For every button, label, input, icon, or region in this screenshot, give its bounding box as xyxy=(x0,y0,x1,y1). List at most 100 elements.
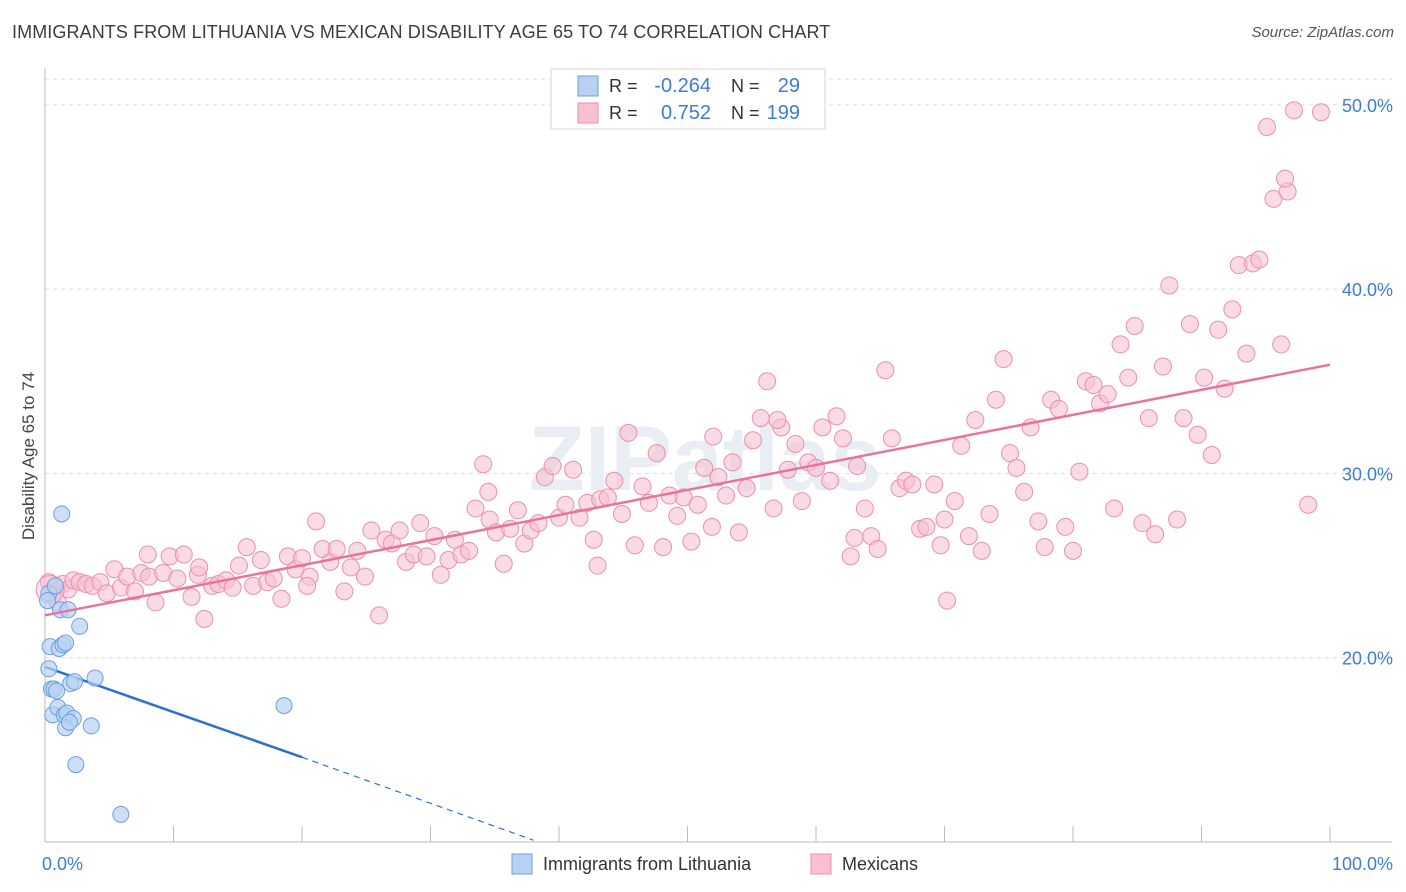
point-mexicans-114 xyxy=(821,471,840,490)
point-mexicans-78 xyxy=(570,508,589,527)
point-mexicans-90 xyxy=(654,538,673,557)
y-tick-label-1: 30.0% xyxy=(1342,464,1393,484)
point-mexicans-142 xyxy=(1015,482,1034,501)
legend-swatch-lithuania xyxy=(577,75,599,97)
point-mexicans-160 xyxy=(1139,409,1158,428)
point-mexicans-93 xyxy=(674,488,693,507)
point-mexicans-188 xyxy=(190,558,209,577)
point-lithuania-9 xyxy=(86,669,104,687)
point-mexicans-187 xyxy=(298,576,317,595)
point-mexicans-166 xyxy=(1180,315,1199,334)
point-mexicans-21 xyxy=(174,545,193,564)
legend-r-value-mexicans: 0.752 xyxy=(661,102,711,124)
trend-line-mexicans xyxy=(44,363,1331,617)
point-mexicans-74 xyxy=(543,457,562,476)
legend-swatch-mexicans xyxy=(577,102,599,124)
grid-lines xyxy=(45,78,1392,659)
point-lithuania-1 xyxy=(46,577,64,595)
source-label: Source: ZipAtlas.com xyxy=(1251,24,1394,41)
trend-lines-mexicans xyxy=(44,363,1331,617)
point-mexicans-128 xyxy=(917,517,936,536)
point-mexicans-165 xyxy=(1174,409,1193,428)
point-mexicans-147 xyxy=(1049,399,1068,418)
point-mexicans-133 xyxy=(952,436,971,455)
point-mexicans-159 xyxy=(1133,514,1152,533)
point-mexicans-40 xyxy=(307,512,326,531)
point-mexicans-176 xyxy=(1250,250,1269,269)
point-mexicans-130 xyxy=(931,536,950,555)
point-mexicans-121 xyxy=(868,539,887,558)
point-mexicans-182 xyxy=(1299,495,1318,514)
point-mexicans-145 xyxy=(1035,538,1054,557)
point-lithuania-4 xyxy=(71,617,89,635)
legend-r-label-lithuania: R = xyxy=(609,76,638,96)
point-mexicans-86 xyxy=(625,536,644,555)
point-mexicans-76 xyxy=(556,495,575,514)
x-tick-label-0: 0.0% xyxy=(42,854,83,874)
point-lithuania-21 xyxy=(67,756,85,774)
point-mexicans-63 xyxy=(466,499,485,518)
point-mexicans-178 xyxy=(1264,189,1283,208)
point-mexicans-126 xyxy=(903,475,922,494)
point-lithuania-27 xyxy=(60,713,78,731)
point-mexicans-149 xyxy=(1064,541,1082,560)
point-mexicans-152 xyxy=(1084,375,1103,394)
y-axis-label: Disability Age 65 to 74 xyxy=(19,372,38,540)
point-mexicans-190 xyxy=(704,427,723,446)
point-mexicans-123 xyxy=(882,429,901,448)
point-mexicans-100 xyxy=(723,453,742,472)
point-mexicans-48 xyxy=(362,521,381,540)
chart-title: IMMIGRANTS FROM LITHUANIA VS MEXICAN DIS… xyxy=(12,22,831,42)
point-mexicans-135 xyxy=(966,410,985,429)
point-mexicans-101 xyxy=(729,523,748,542)
trend-line-lithuania xyxy=(44,665,303,759)
legend-bottom: Immigrants from Lithuania Mexicans xyxy=(511,853,918,875)
y-tick-label-0: 20.0% xyxy=(1342,649,1393,669)
point-mexicans-118 xyxy=(848,457,867,476)
point-mexicans-163 xyxy=(1160,276,1179,295)
point-mexicans-77 xyxy=(564,460,583,479)
point-mexicans-58 xyxy=(431,565,450,584)
point-mexicans-69 xyxy=(508,501,527,520)
point-mexicans-95 xyxy=(688,495,707,514)
point-mexicans-169 xyxy=(1202,446,1221,464)
point-mexicans-112 xyxy=(807,458,825,477)
point-mexicans-99 xyxy=(717,486,736,505)
point-mexicans-138 xyxy=(986,390,1005,409)
point-mexicans-20 xyxy=(168,569,187,588)
legend-top: R = -0.264 N = 29 R = 0.752 N = 199 xyxy=(550,68,826,130)
point-mexicans-103 xyxy=(744,431,763,450)
point-mexicans-106 xyxy=(764,499,783,518)
point-mexicans-181 xyxy=(1285,101,1304,120)
point-mexicans-167 xyxy=(1188,425,1207,444)
point-mexicans-83 xyxy=(605,471,624,490)
point-mexicans-62 xyxy=(460,541,479,560)
point-mexicans-116 xyxy=(833,429,852,448)
point-mexicans-85 xyxy=(619,423,638,442)
point-mexicans-157 xyxy=(1119,368,1138,387)
point-mexicans-38 xyxy=(293,549,311,568)
point-mexicans-80 xyxy=(584,530,603,549)
point-mexicans-24 xyxy=(195,610,214,629)
point-lithuania-25 xyxy=(39,592,57,610)
point-mexicans-102 xyxy=(737,479,756,498)
point-mexicans-98 xyxy=(709,468,728,487)
point-mexicans-150 xyxy=(1070,462,1089,481)
point-mexicans-155 xyxy=(1105,499,1124,518)
point-mexicans-22 xyxy=(182,587,201,606)
point-mexicans-192 xyxy=(138,545,157,564)
point-mexicans-113 xyxy=(813,418,832,437)
y-tick-label-2: 40.0% xyxy=(1342,280,1393,300)
point-mexicans-144 xyxy=(1029,512,1048,531)
legend-bottom-label-mexicans: Mexicans xyxy=(842,854,918,874)
point-mexicans-136 xyxy=(972,541,991,560)
point-mexicans-92 xyxy=(668,506,687,525)
point-mexicans-171 xyxy=(1215,379,1234,398)
point-mexicans-67 xyxy=(494,554,513,573)
point-mexicans-162 xyxy=(1153,357,1172,376)
point-mexicans-110 xyxy=(792,492,811,511)
point-mexicans-84 xyxy=(612,504,631,523)
legend-bottom-swatch-lithuania xyxy=(511,853,533,875)
legend-bottom-swatch-mexicans xyxy=(810,853,832,875)
